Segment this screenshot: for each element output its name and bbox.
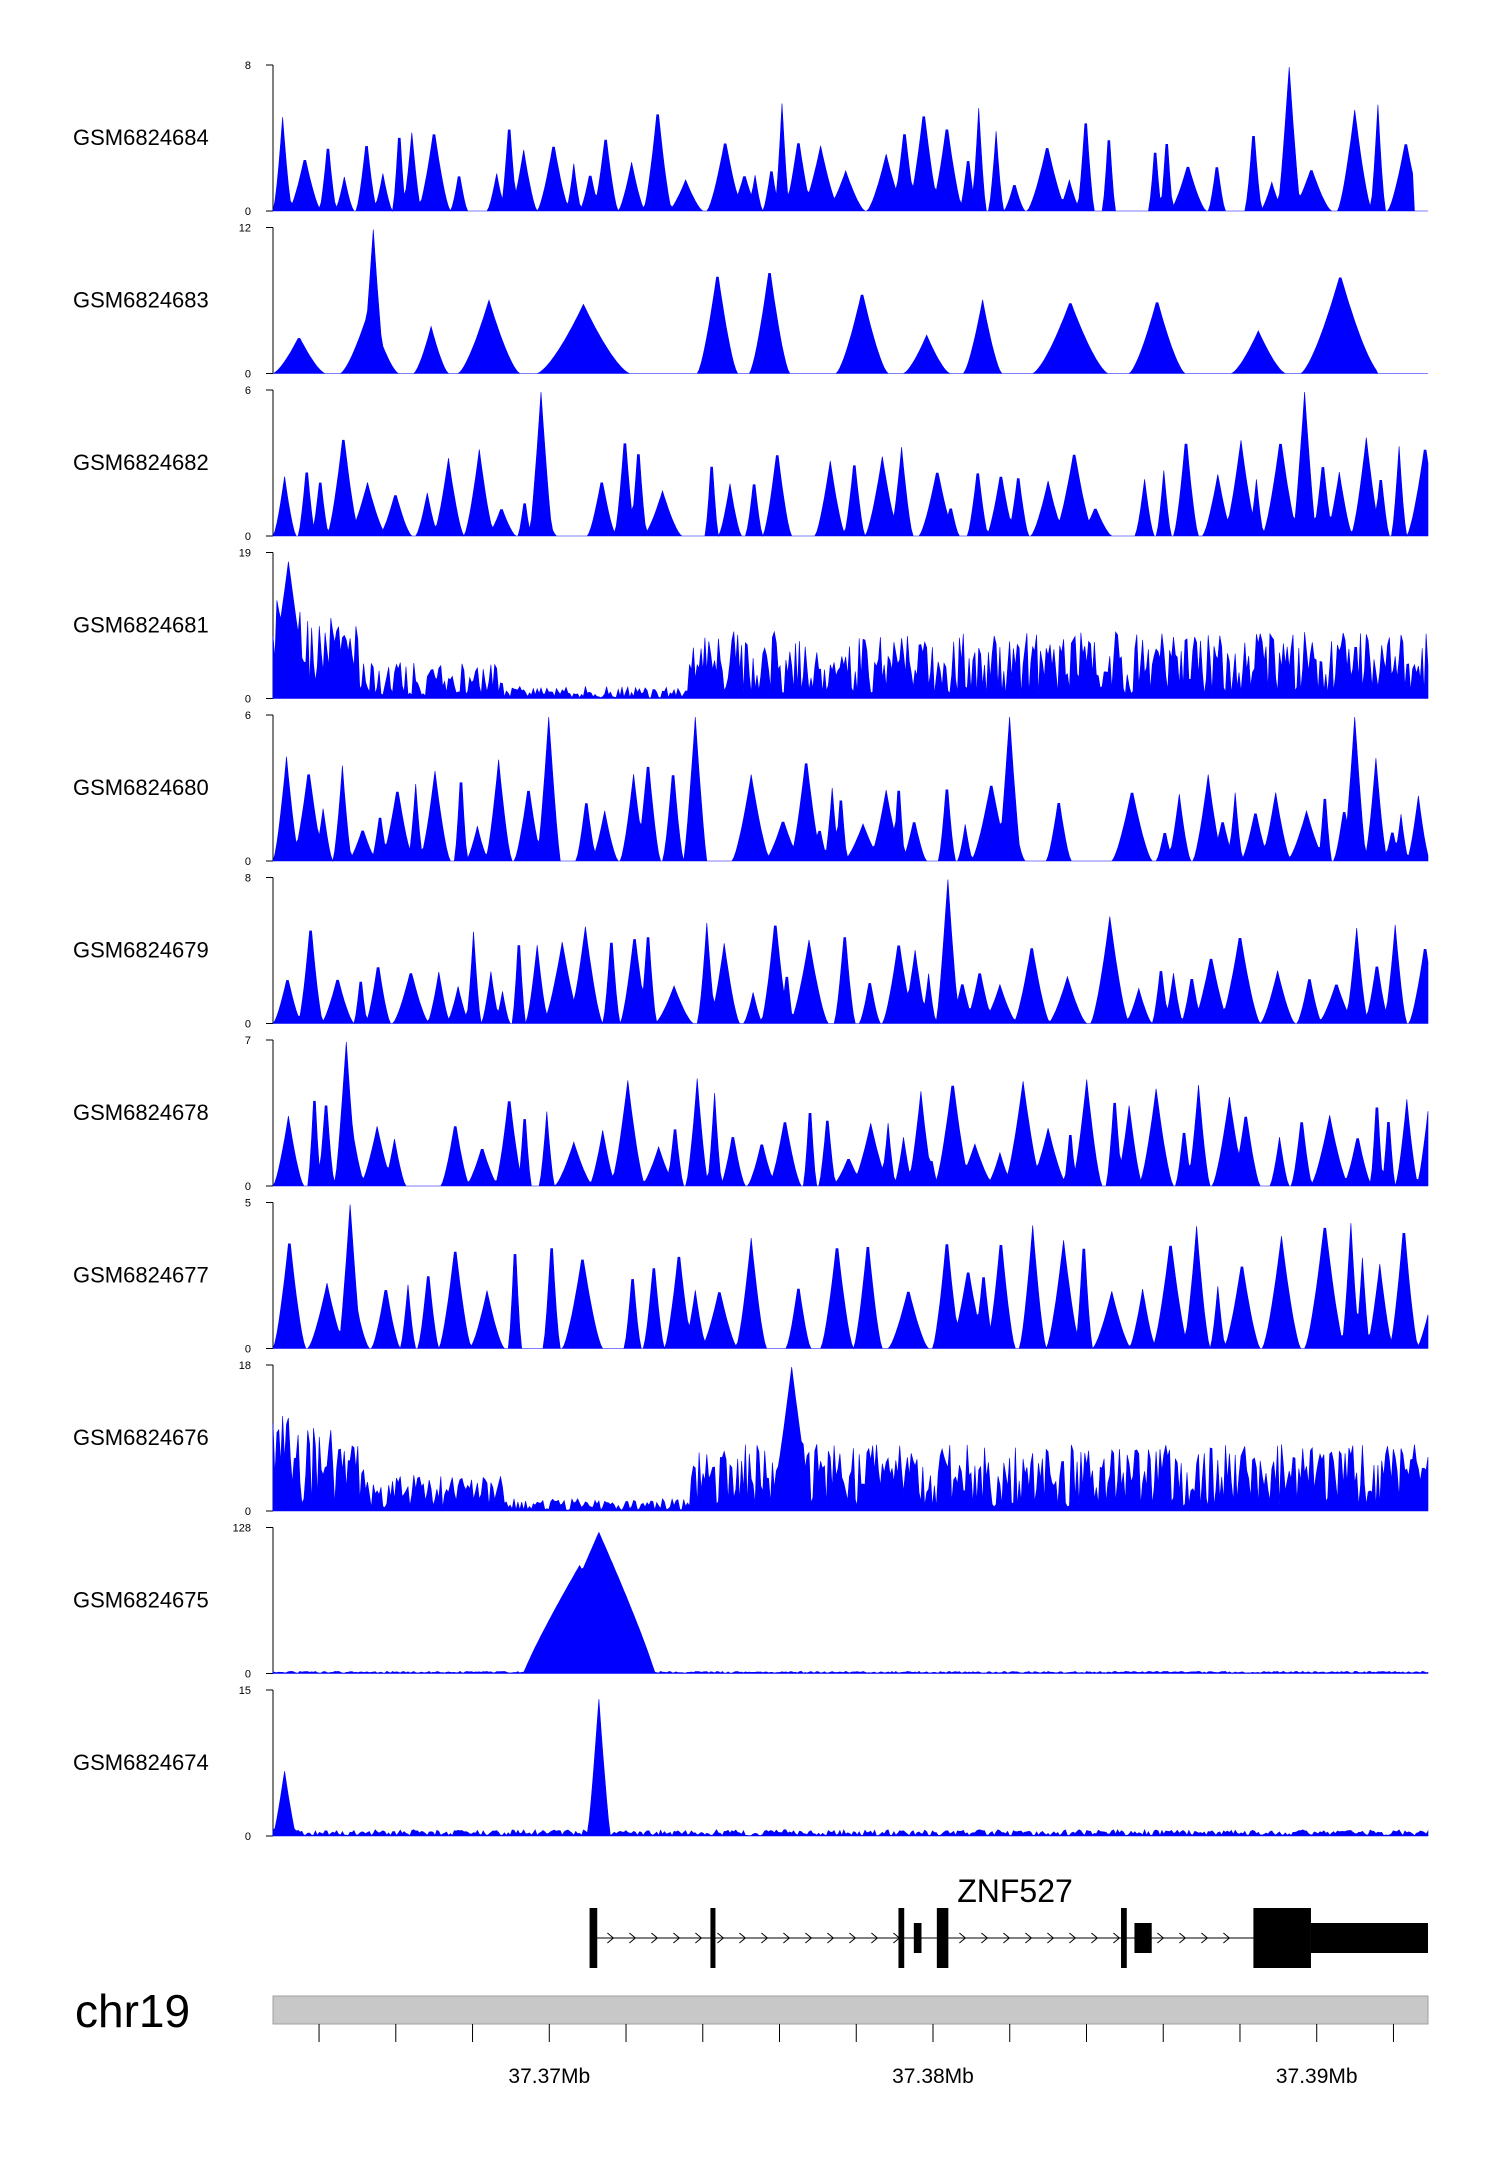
track-GSM6824676: GSM6824676 18 0 (73, 1360, 1429, 1518)
signal-area (272, 716, 1429, 863)
y-tick-label-min: 0 (245, 1669, 251, 1681)
y-tick-label-max: 19 (239, 548, 251, 560)
track-label: GSM6824682 (73, 450, 209, 475)
y-tick-label-min: 0 (245, 1019, 251, 1031)
track-label: GSM6824680 (73, 775, 209, 800)
strand-chevron (1047, 1932, 1055, 1944)
genome-axis-track: chr19 37.37Mb 37.38Mb 37.39Mb (75, 1985, 1429, 2088)
track-label: GSM6824677 (73, 1263, 209, 1288)
track-label: GSM6824683 (73, 288, 209, 313)
track-label: GSM6824679 (73, 938, 209, 963)
signal-area (272, 1366, 1429, 1512)
exon (1253, 1908, 1311, 1968)
gene-annotation-track: ZNF527 (589, 1873, 1428, 1968)
strand-chevron (871, 1932, 879, 1944)
strand-chevron (1223, 1932, 1231, 1944)
y-tick-label-min: 0 (245, 856, 251, 868)
signal-area (272, 1531, 1429, 1674)
strand-chevron (739, 1932, 747, 1944)
strand-chevron (1201, 1932, 1209, 1944)
y-tick-label-min: 0 (245, 1181, 251, 1193)
strand-chevron (981, 1932, 989, 1944)
exon (710, 1908, 716, 1968)
y-tick-label-min: 0 (245, 531, 251, 543)
y-tick-label-max: 8 (245, 60, 251, 72)
exon (936, 1908, 949, 1968)
strand-chevron (629, 1932, 637, 1944)
signal-area (272, 1041, 1429, 1187)
track-label: GSM6824676 (73, 1425, 209, 1450)
y-tick-label-max: 12 (239, 223, 251, 235)
track-GSM6824674: GSM6824674 15 0 (73, 1685, 1429, 1843)
strand-chevron (1113, 1932, 1121, 1944)
strand-chevron (717, 1932, 725, 1944)
strand-chevron (1003, 1932, 1011, 1944)
gene-name-label: ZNF527 (957, 1873, 1073, 1909)
x-tick-label: 37.39Mb (1276, 2065, 1358, 2088)
strand-chevron (1157, 1932, 1165, 1944)
exon (1134, 1923, 1152, 1953)
strand-chevron (805, 1932, 813, 1944)
signal-area (272, 66, 1428, 213)
y-tick-label-max: 7 (245, 1035, 251, 1047)
track-label: GSM6824684 (73, 125, 209, 150)
strand-chevron (651, 1932, 659, 1944)
track-GSM6824675: GSM6824675 128 0 (73, 1523, 1429, 1681)
y-tick-label-max: 5 (245, 1198, 251, 1210)
track-label: GSM6824681 (73, 613, 209, 638)
track-GSM6824679: GSM6824679 8 0 (73, 873, 1429, 1031)
chromosome-label: chr19 (75, 1985, 190, 2037)
x-tick-label: 37.37Mb (508, 2065, 590, 2088)
signal-area (272, 1699, 1429, 1837)
strand-chevron (1069, 1932, 1077, 1944)
track-GSM6824681: GSM6824681 19 0 (73, 548, 1429, 706)
y-tick-label-max: 6 (245, 385, 251, 397)
track-label: GSM6824675 (73, 1588, 209, 1613)
signal-area (272, 229, 1428, 374)
chromosome-ideogram (272, 1995, 1429, 2025)
exon (913, 1923, 922, 1953)
y-tick-label-max: 8 (245, 873, 251, 885)
track-GSM6824680: GSM6824680 6 0 (73, 710, 1429, 868)
y-tick-label-min: 0 (245, 1506, 251, 1518)
signal-area (272, 879, 1429, 1025)
x-tick-label: 37.38Mb (892, 2065, 974, 2088)
signal-area (272, 1204, 1429, 1350)
strand-chevron (783, 1932, 791, 1944)
exon (589, 1908, 598, 1968)
track-GSM6824683: GSM6824683 12 0 (73, 223, 1428, 381)
strand-chevron (827, 1932, 835, 1944)
strand-chevron (959, 1932, 967, 1944)
strand-chevron (1179, 1932, 1187, 1944)
strand-chevron (761, 1932, 769, 1944)
signal-area (272, 561, 1429, 699)
exon (1121, 1908, 1127, 1968)
strand-chevron (607, 1932, 615, 1944)
signal-area (272, 391, 1429, 538)
y-tick-label-min: 0 (245, 369, 251, 381)
track-label: GSM6824674 (73, 1750, 209, 1775)
strand-chevron (673, 1932, 681, 1944)
y-tick-label-max: 128 (233, 1523, 251, 1535)
track-label: GSM6824678 (73, 1100, 209, 1125)
y-tick-label-max: 15 (239, 1685, 251, 1697)
y-tick-label-min: 0 (245, 1344, 251, 1356)
y-tick-label-max: 6 (245, 710, 251, 722)
strand-chevron (849, 1932, 857, 1944)
y-tick-label-min: 0 (245, 206, 251, 218)
y-tick-label-min: 0 (245, 1831, 251, 1843)
strand-chevron (1091, 1932, 1099, 1944)
track-GSM6824684: GSM6824684 8 0 (73, 60, 1428, 218)
strand-chevron (1025, 1932, 1033, 1944)
exon (1310, 1923, 1428, 1953)
y-tick-label-max: 18 (239, 1360, 251, 1372)
track-GSM6824682: GSM6824682 6 0 (73, 385, 1429, 543)
y-tick-label-min: 0 (245, 694, 251, 706)
data-tracks: GSM682468480GSM6824683120GSM682468260GSM… (73, 60, 1429, 1843)
strand-chevron (695, 1932, 703, 1944)
track-GSM6824678: GSM6824678 7 0 (73, 1035, 1429, 1193)
exon (898, 1908, 905, 1968)
track-GSM6824677: GSM6824677 5 0 (73, 1198, 1429, 1356)
